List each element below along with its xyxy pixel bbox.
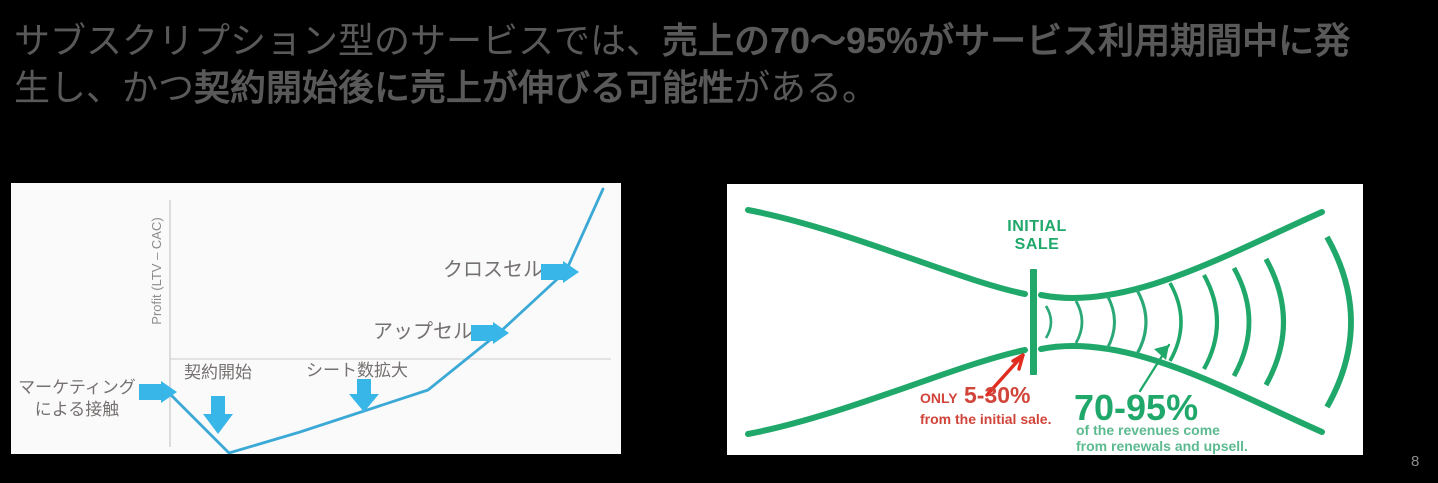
svg-text:Profit (LTV – CAC): Profit (LTV – CAC) <box>149 217 164 324</box>
